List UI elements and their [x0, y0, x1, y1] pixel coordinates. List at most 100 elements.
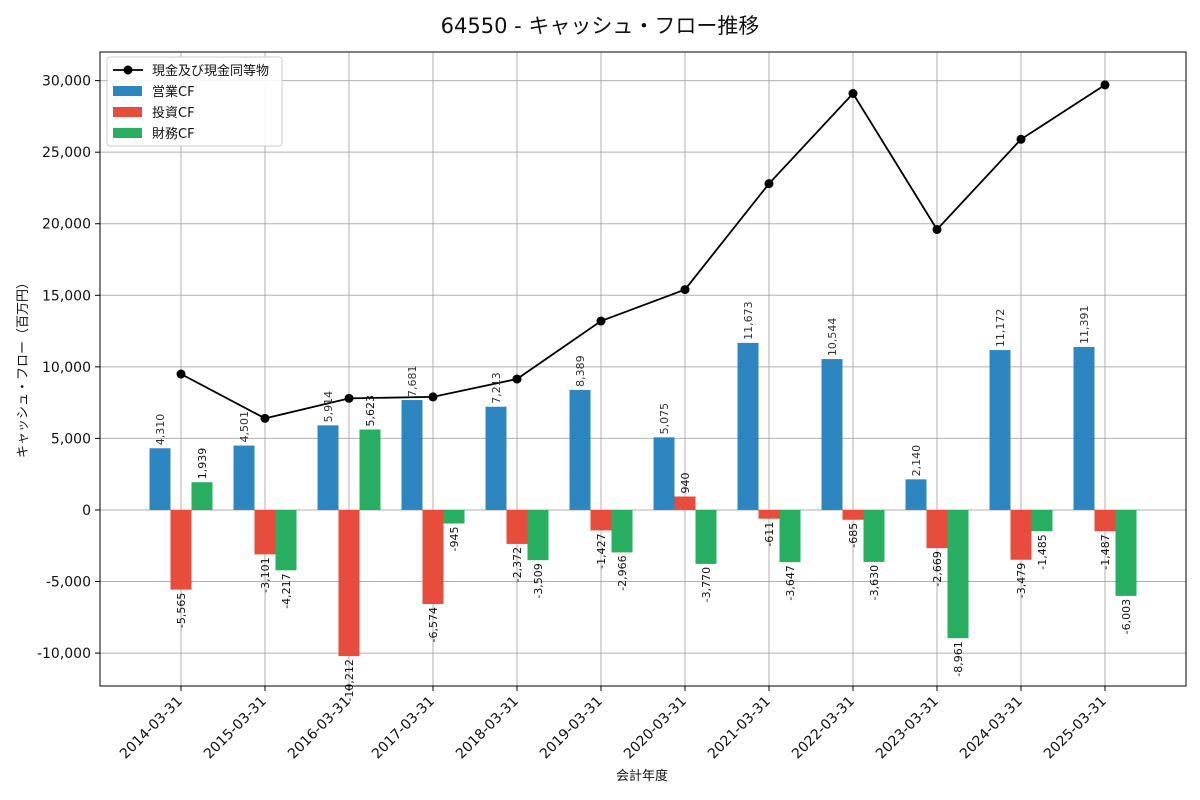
legend-label-operating: 営業CF: [152, 84, 195, 100]
operating-cf-value-label: 5,914: [322, 391, 335, 423]
x-tick-label: 2023-03-31: [873, 694, 942, 763]
financing-cf-value-label: -3,509: [532, 563, 545, 598]
financing-cf-value-label: -3,770: [700, 567, 713, 602]
investing-cf-bar: [842, 509, 864, 520]
financing-cf-value-label: -1,485: [1036, 534, 1049, 569]
investing-cf-value-label: -3,101: [259, 557, 272, 592]
y-tick-label: -10,000: [37, 646, 91, 662]
legend-box: [106, 56, 283, 147]
financing-cf-bar: [275, 509, 297, 571]
investing-cf-value-label: -1,427: [595, 533, 608, 568]
operating-cf-bar: [653, 437, 675, 510]
legend-swatch-operating: [113, 86, 142, 96]
investing-cf-value-label: -685: [847, 523, 860, 548]
y-tick-label: 15,000: [42, 288, 91, 304]
operating-cf-bar: [233, 445, 255, 510]
grid-layer: [100, 52, 1186, 686]
y-tick-label: 10,000: [42, 360, 91, 376]
financing-cf-bar: [1031, 509, 1053, 532]
y-tick-label: 0: [82, 503, 91, 519]
y-axis-title: キャッシュ・フロー（百万円）: [16, 276, 31, 458]
financing-cf-bar: [863, 509, 885, 562]
financing-cf-bar: [779, 509, 801, 563]
financing-cf-value-label: -3,630: [868, 565, 881, 600]
legend: 現金及び現金同等物 営業CF 投資CF 財務CF: [106, 56, 283, 147]
operating-cf-bar: [989, 350, 1011, 510]
x-tick-label: 2018-03-31: [453, 694, 522, 763]
x-tick-label: 2024-03-31: [957, 694, 1026, 763]
y-tick-label: 20,000: [42, 217, 91, 233]
x-tick-label: 2014-03-31: [117, 694, 186, 763]
operating-cf-value-label: 4,310: [154, 414, 167, 446]
financing-cf-value-label: -2,966: [616, 555, 629, 590]
plot-frame: [99, 51, 1187, 687]
financing-cf-value-label: -8,961: [952, 641, 965, 676]
operating-cf-value-label: 10,544: [826, 318, 839, 357]
y-tick-label: 30,000: [42, 74, 91, 90]
investing-cf-bar: [422, 509, 444, 605]
investing-cf-value-label: -10,212: [343, 659, 356, 701]
investing-cf-value-label: -3,479: [1015, 563, 1028, 598]
operating-cf-bar: [569, 389, 591, 510]
operating-cf-value-label: 2,140: [910, 445, 923, 477]
investing-cf-value-label: -6,574: [427, 607, 440, 642]
investing-cf-bar: [1010, 509, 1032, 560]
financing-cf-bar: [947, 509, 969, 639]
x-tick-label: 2016-03-31: [285, 694, 354, 763]
investing-cf-bar: [1094, 509, 1116, 532]
financing-cf-bar: [1115, 509, 1137, 596]
x-tick-label: 2019-03-31: [537, 694, 606, 763]
financing-cf-bar: [527, 509, 549, 561]
cash-equivalents-point: [848, 89, 858, 99]
operating-cf-value-label: 11,391: [1078, 305, 1091, 344]
cash-equivalents-point: [680, 285, 690, 295]
investing-cf-value-label: -1,487: [1099, 534, 1112, 569]
investing-cf-value-label: -611: [763, 522, 776, 547]
investing-cf-bar: [170, 509, 192, 590]
operating-cf-bar: [401, 400, 423, 510]
operating-cf-value-label: 11,172: [994, 309, 1007, 348]
legend-label-cash: 現金及び現金同等物: [152, 63, 269, 79]
x-tick-label: 2017-03-31: [369, 694, 438, 763]
operating-cf-bar: [317, 425, 339, 510]
legend-label-financing: 財務CF: [152, 127, 195, 142]
financing-cf-bar: [443, 509, 465, 524]
cash-equivalents-point: [344, 393, 354, 403]
operating-cf-value-label: 4,501: [238, 411, 251, 443]
cash-equivalents-point: [428, 392, 438, 402]
investing-cf-bar: [674, 496, 696, 510]
operating-cf-bar: [149, 448, 171, 510]
financing-cf-bar: [695, 509, 717, 564]
legend-label-investing: 投資CF: [152, 105, 195, 121]
cash-equivalents-point: [1100, 80, 1110, 90]
cash-equivalents-point: [512, 374, 522, 384]
y-tick-label: 25,000: [42, 145, 91, 161]
investing-cf-value-label: 940: [679, 473, 692, 494]
operating-cf-bar: [485, 406, 507, 510]
operating-cf-value-label: 8,389: [574, 355, 587, 387]
label-layer: 4,310 4,501 5,914 7,681 7,213 8,389 5,075 11,67…: [154, 301, 1133, 701]
financing-cf-value-label: 1,939: [196, 448, 209, 480]
line-layer: [176, 80, 1110, 423]
financing-cf-bar: [191, 482, 213, 510]
investing-cf-bar: [926, 509, 948, 549]
legend-line-marker: [123, 65, 133, 75]
financing-cf-bar: [359, 429, 381, 510]
operating-cf-value-label: 7,681: [406, 366, 419, 398]
financing-cf-value-label: -4,217: [280, 573, 293, 608]
x-axis-title: 会計年度: [616, 768, 668, 784]
bar-layer: [149, 342, 1137, 657]
operating-cf-value-label: 7,213: [490, 372, 503, 404]
investing-cf-bar: [590, 509, 612, 531]
investing-cf-bar: [506, 509, 528, 544]
cash-equivalents-point: [176, 369, 186, 379]
investing-cf-bar: [758, 509, 780, 519]
operating-cf-value-label: 11,673: [742, 301, 755, 340]
operating-cf-bar: [821, 359, 843, 510]
financing-cf-value-label: -945: [448, 526, 461, 551]
cash-equivalents-point: [764, 179, 774, 189]
operating-cf-bar: [905, 479, 927, 510]
financing-cf-value-label: -6,003: [1120, 599, 1133, 634]
operating-cf-bar: [737, 342, 759, 510]
